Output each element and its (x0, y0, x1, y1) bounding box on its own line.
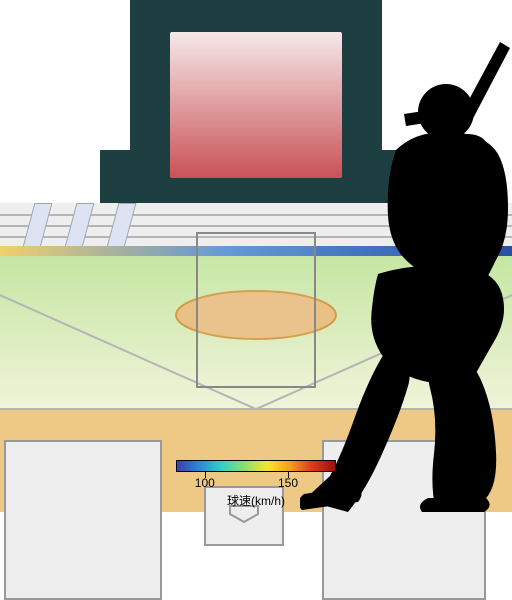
velocity-ticks: 100150 (176, 472, 336, 478)
velocity-tick-label: 100 (195, 476, 215, 490)
batter-silhouette (300, 42, 512, 512)
velocity-tick-label: 150 (278, 476, 298, 490)
velocity-label: 球速(km/h) (176, 492, 336, 509)
velocity-legend: 100150 球速(km/h) (176, 460, 336, 509)
baseball-pitch-location-diagram: 100150 球速(km/h) (0, 0, 512, 512)
velocity-colorbar (176, 460, 336, 472)
strike-zone (196, 232, 316, 388)
